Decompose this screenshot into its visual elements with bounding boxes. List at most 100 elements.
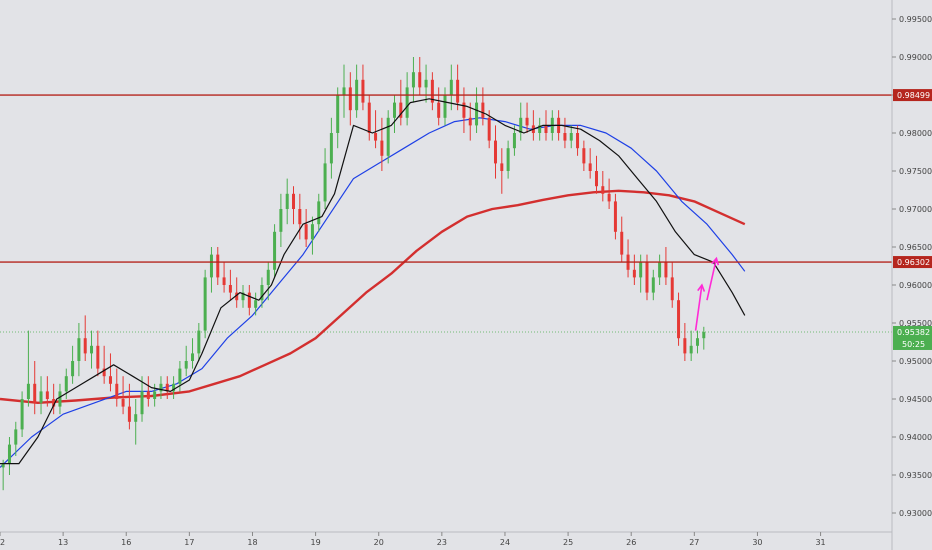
candle-body — [639, 262, 643, 278]
candle — [134, 399, 138, 445]
y-axis: 0.93000 0.93500 0.94000 0.94500 0.95000 0.955… — [891, 0, 932, 550]
candle — [285, 178, 289, 225]
candle — [235, 277, 239, 308]
candle — [1, 459, 5, 491]
horizontal-levels[interactable] — [0, 94, 892, 263]
current-price-badge — [893, 325, 932, 350]
candle-body — [71, 361, 75, 377]
candle-body — [310, 224, 314, 240]
candle — [304, 209, 308, 247]
candle-body — [108, 376, 112, 384]
candle — [172, 376, 176, 399]
candle — [405, 72, 409, 126]
candle — [462, 87, 466, 133]
moving-average-slow — [0, 189, 746, 404]
arrow-annotation — [694, 283, 706, 331]
x-tick-label: 18 — [247, 538, 257, 547]
candle-body — [58, 391, 62, 407]
candle-body — [620, 231, 624, 255]
candle — [90, 330, 94, 369]
level-badge-label: 0.96302 — [897, 258, 930, 267]
candle — [266, 262, 270, 301]
candle — [361, 64, 365, 111]
candle-body — [191, 353, 195, 361]
candle — [7, 437, 11, 475]
candle-body — [462, 102, 466, 118]
moving-average-mid — [0, 117, 746, 468]
candle-body — [512, 133, 516, 149]
candle — [512, 125, 516, 156]
candle-body — [342, 87, 346, 95]
candle-body — [96, 345, 100, 369]
candle-body — [374, 133, 378, 141]
candle-body — [689, 345, 693, 354]
candle-body — [115, 383, 119, 399]
candle — [254, 292, 258, 316]
candle-body — [159, 383, 163, 392]
candle-body — [411, 72, 415, 88]
candle — [658, 254, 662, 285]
candle-body — [323, 163, 327, 202]
candle-body — [361, 79, 365, 103]
candle — [348, 72, 352, 126]
candle — [601, 171, 605, 202]
candle — [102, 345, 106, 384]
level-badge — [893, 256, 932, 269]
candle-body — [197, 330, 201, 354]
candle-body — [594, 171, 598, 187]
candle-body — [209, 254, 213, 278]
candle — [456, 64, 460, 111]
candle — [323, 148, 327, 209]
candle-body — [329, 133, 333, 164]
candle — [39, 376, 43, 415]
candle — [399, 79, 403, 126]
y-tick-label: 0.97500 — [899, 167, 932, 176]
candle — [216, 247, 220, 285]
candle — [607, 178, 611, 209]
candle — [20, 391, 24, 437]
candle-body — [538, 125, 542, 133]
annotation-arrows[interactable] — [694, 256, 720, 331]
candle — [146, 376, 150, 407]
candle — [159, 376, 163, 399]
candle-body — [607, 193, 611, 202]
candle-body — [254, 300, 258, 308]
candlesticks — [1, 57, 706, 491]
candle — [374, 110, 378, 149]
candle-body — [121, 399, 125, 407]
candle — [52, 383, 56, 415]
current-price-label: 0.95382 — [897, 328, 930, 337]
candle — [336, 87, 340, 149]
candle-body — [525, 117, 529, 126]
arrow-annotation — [706, 256, 720, 301]
candle — [538, 117, 542, 141]
candle-body — [544, 125, 548, 133]
candle-body — [632, 269, 636, 278]
x-tick-label: 16 — [121, 538, 131, 547]
y-tick-label: 0.99000 — [899, 53, 932, 62]
candle-body — [153, 391, 157, 399]
candle — [14, 421, 18, 456]
candle — [563, 117, 567, 149]
candle-body — [456, 79, 460, 103]
price-badges: 0.98499 0.96302 0.95382 50:25 — [893, 89, 932, 350]
candle — [683, 323, 687, 361]
x-tick-label: 25 — [563, 538, 573, 547]
y-axis-background — [892, 0, 932, 550]
candle — [588, 148, 592, 179]
candle-body — [298, 209, 302, 225]
candle-body — [393, 102, 397, 118]
candle — [292, 186, 296, 225]
y-tick-label: 0.95500 — [899, 319, 932, 328]
candle — [449, 64, 453, 111]
candle-body — [20, 399, 24, 430]
candle — [228, 269, 232, 301]
candle — [58, 383, 62, 415]
candle-body — [601, 186, 605, 194]
candle-body — [127, 406, 131, 422]
candle-body — [399, 102, 403, 118]
candle — [613, 193, 617, 240]
x-tick-label: 26 — [626, 538, 636, 547]
candle — [153, 383, 157, 407]
